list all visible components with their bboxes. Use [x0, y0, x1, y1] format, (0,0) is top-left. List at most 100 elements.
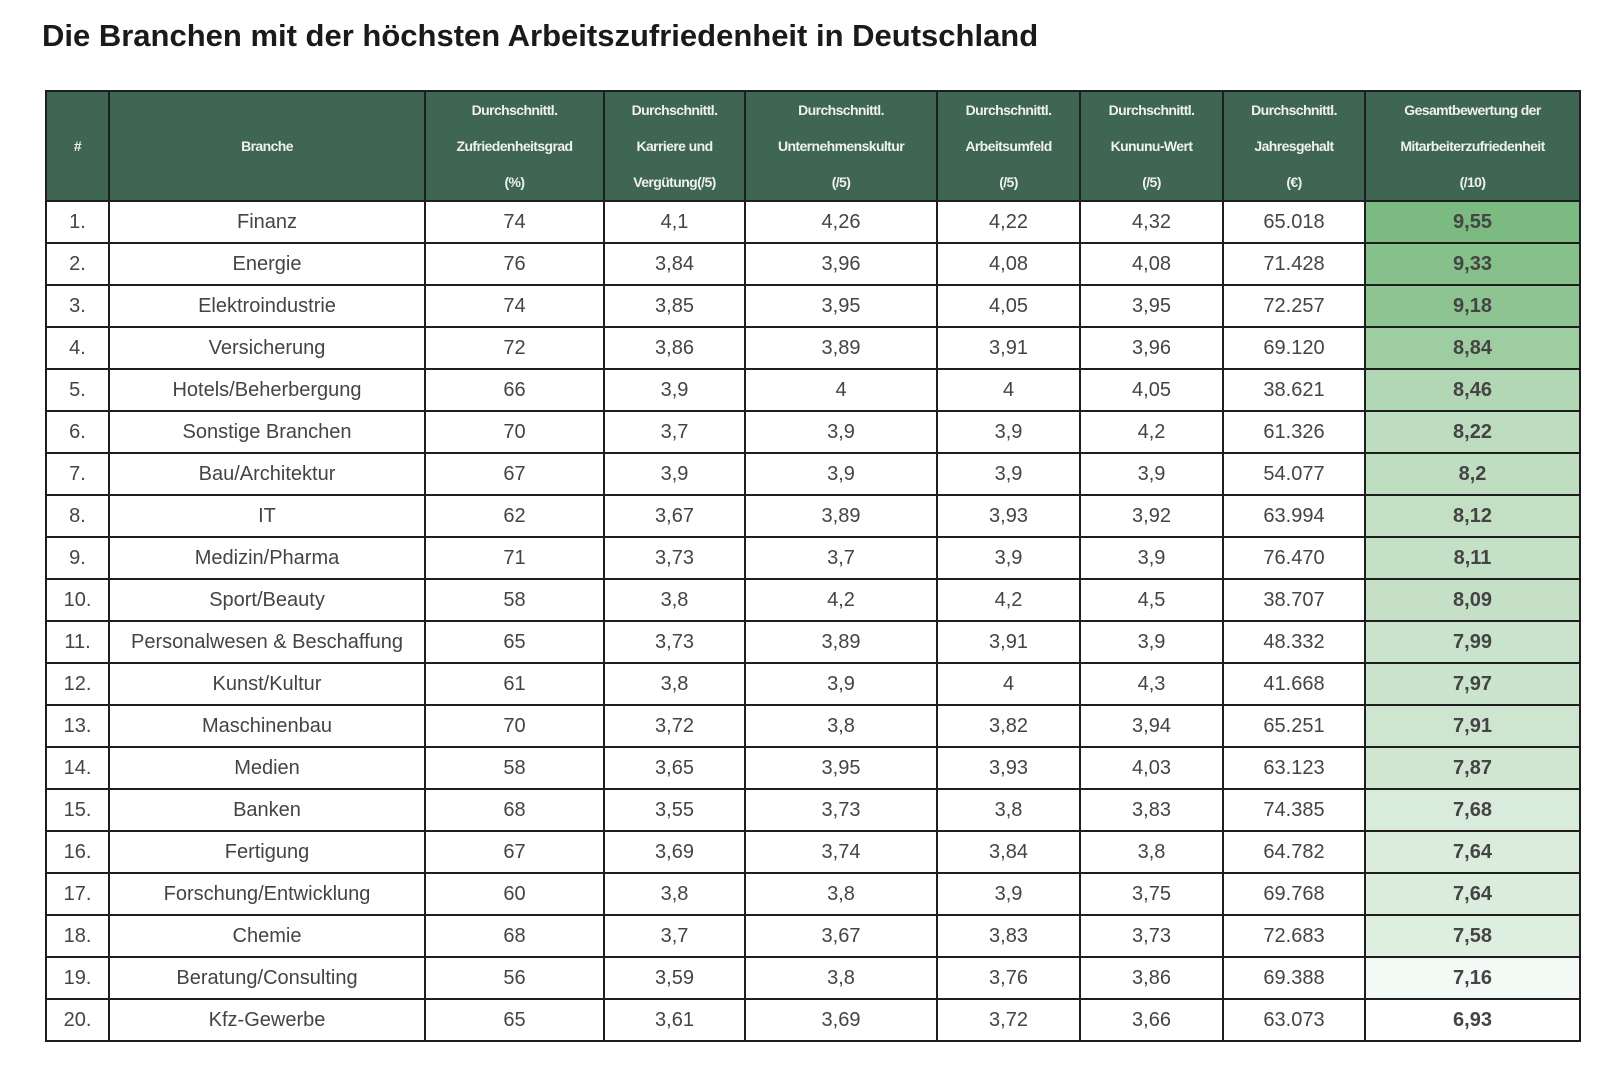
column-header-line: (/5) [999, 174, 1018, 190]
cell-gesamtbewertung: 8,11 [1364, 536, 1581, 580]
cell-zufriedenheitsgrad: 68 [424, 914, 605, 958]
cell-zufriedenheitsgrad: 62 [424, 494, 605, 538]
table-row: 9. Medizin/Pharma 71 3,73 3,7 3,9 3,9 76.470 8,1… [45, 536, 1581, 580]
cell-gesamtbewertung: 9,33 [1364, 242, 1581, 286]
cell-zufriedenheitsgrad: 68 [424, 788, 605, 832]
cell-unternehmenskultur: 3,74 [744, 830, 938, 874]
table-row: 11. Personalwesen & Beschaffung 65 3,73 3,89… [45, 620, 1581, 664]
column-header-line: # [73, 138, 82, 154]
cell-branche: Medien [108, 746, 426, 790]
cell-branche: Beratung/Consulting [108, 956, 426, 1000]
cell-gesamtbewertung: 7,64 [1364, 872, 1581, 916]
cell-jahresgehalt: 74.385 [1222, 788, 1366, 832]
cell-gesamtbewertung: 7,68 [1364, 788, 1581, 832]
column-header-zufriedenheitsgrad: Durchschnittl. Zufriedenheitsgrad (%) [424, 90, 605, 202]
cell-jahresgehalt: 72.257 [1222, 284, 1366, 328]
cell-karriere-verguetung: 3,9 [603, 452, 746, 496]
cell-kununu-wert: 3,94 [1079, 704, 1224, 748]
cell-arbeitsumfeld: 4,08 [936, 242, 1081, 286]
cell-jahresgehalt: 63.073 [1222, 998, 1366, 1042]
column-header-line: Branche [241, 138, 293, 154]
cell-arbeitsumfeld: 3,9 [936, 536, 1081, 580]
cell-zufriedenheitsgrad: 60 [424, 872, 605, 916]
cell-rank: 20. [45, 998, 110, 1042]
cell-karriere-verguetung: 3,85 [603, 284, 746, 328]
table-row: 6. Sonstige Branchen 70 3,7 3,9 3,9 4,2 61.326 8… [45, 410, 1581, 454]
cell-arbeitsumfeld: 3,9 [936, 872, 1081, 916]
column-header-arbeitsumfeld: Durchschnittl. Arbeitsumfeld (/5) [936, 90, 1081, 202]
cell-zufriedenheitsgrad: 70 [424, 704, 605, 748]
cell-gesamtbewertung: 7,97 [1364, 662, 1581, 706]
cell-kununu-wert: 3,9 [1079, 536, 1224, 580]
cell-arbeitsumfeld: 4,2 [936, 578, 1081, 622]
cell-gesamtbewertung: 8,22 [1364, 410, 1581, 454]
cell-rank: 19. [45, 956, 110, 1000]
column-header-line: Karriere und [636, 138, 713, 154]
table-row: 17. Forschung/Entwicklung 60 3,8 3,8 3,9 3,75 6… [45, 872, 1581, 916]
cell-karriere-verguetung: 4,1 [603, 200, 746, 244]
cell-karriere-verguetung: 3,86 [603, 326, 746, 370]
table-row: 14. Medien 58 3,65 3,95 3,93 4,03 63.123 7,87 [45, 746, 1581, 790]
cell-arbeitsumfeld: 3,9 [936, 452, 1081, 496]
cell-zufriedenheitsgrad: 58 [424, 746, 605, 790]
table-row: 5. Hotels/Beherbergung 66 3,9 4 4 4,05 38.621 8,… [45, 368, 1581, 412]
cell-kununu-wert: 3,73 [1079, 914, 1224, 958]
cell-arbeitsumfeld: 3,83 [936, 914, 1081, 958]
cell-rank: 18. [45, 914, 110, 958]
cell-kununu-wert: 4,05 [1079, 368, 1224, 412]
cell-rank: 5. [45, 368, 110, 412]
cell-unternehmenskultur: 4,2 [744, 578, 938, 622]
cell-rank: 7. [45, 452, 110, 496]
cell-zufriedenheitsgrad: 65 [424, 620, 605, 664]
table-row: 4. Versicherung 72 3,86 3,89 3,91 3,96 69.120 8,… [45, 326, 1581, 370]
cell-unternehmenskultur: 3,8 [744, 956, 938, 1000]
column-header-gesamtbewertung: Gesamtbewertung der Mitarbeiterzufriedenh… [1364, 90, 1581, 202]
table-row: 19. Beratung/Consulting 56 3,59 3,8 3,76 3,86 6… [45, 956, 1581, 1000]
column-header-line: Gesamtbewertung der [1404, 102, 1541, 118]
cell-zufriedenheitsgrad: 56 [424, 956, 605, 1000]
cell-branche: Energie [108, 242, 426, 286]
cell-karriere-verguetung: 3,73 [603, 620, 746, 664]
cell-branche: Forschung/Entwicklung [108, 872, 426, 916]
cell-rank: 6. [45, 410, 110, 454]
cell-unternehmenskultur: 4,26 [744, 200, 938, 244]
column-header-line: Unternehmenskultur [777, 138, 905, 154]
column-header-rank: # [45, 90, 110, 202]
cell-karriere-verguetung: 3,8 [603, 662, 746, 706]
cell-unternehmenskultur: 3,95 [744, 284, 938, 328]
table-row: 10. Sport/Beauty 58 3,8 4,2 4,2 4,5 38.707 8,09 [45, 578, 1581, 622]
cell-branche: Kunst/Kultur [108, 662, 426, 706]
cell-kununu-wert: 3,66 [1079, 998, 1224, 1042]
cell-zufriedenheitsgrad: 67 [424, 452, 605, 496]
cell-unternehmenskultur: 3,8 [744, 872, 938, 916]
cell-rank: 17. [45, 872, 110, 916]
cell-zufriedenheitsgrad: 58 [424, 578, 605, 622]
table-row: 15. Banken 68 3,55 3,73 3,8 3,83 74.385 7,68 [45, 788, 1581, 832]
table-row: 16. Fertigung 67 3,69 3,74 3,84 3,8 64.782 7,64 [45, 830, 1581, 874]
cell-kununu-wert: 4,5 [1079, 578, 1224, 622]
column-header-jahresgehalt: Durchschnittl. Jahresgehalt (€) [1222, 90, 1366, 202]
cell-karriere-verguetung: 3,55 [603, 788, 746, 832]
cell-jahresgehalt: 69.120 [1222, 326, 1366, 370]
cell-rank: 4. [45, 326, 110, 370]
cell-arbeitsumfeld: 4,22 [936, 200, 1081, 244]
cell-unternehmenskultur: 3,9 [744, 662, 938, 706]
table-row: 13. Maschinenbau 70 3,72 3,8 3,82 3,94 65.251 7,… [45, 704, 1581, 748]
cell-branche: Maschinenbau [108, 704, 426, 748]
column-header-line: Vergütung(/5) [633, 174, 716, 190]
cell-jahresgehalt: 64.782 [1222, 830, 1366, 874]
cell-karriere-verguetung: 3,73 [603, 536, 746, 580]
cell-gesamtbewertung: 7,58 [1364, 914, 1581, 958]
cell-unternehmenskultur: 3,89 [744, 620, 938, 664]
cell-zufriedenheitsgrad: 70 [424, 410, 605, 454]
cell-rank: 15. [45, 788, 110, 832]
cell-jahresgehalt: 48.332 [1222, 620, 1366, 664]
cell-arbeitsumfeld: 3,76 [936, 956, 1081, 1000]
cell-jahresgehalt: 41.668 [1222, 662, 1366, 706]
cell-rank: 3. [45, 284, 110, 328]
column-header-line: Jahresgehalt [1254, 138, 1334, 154]
cell-karriere-verguetung: 3,61 [603, 998, 746, 1042]
column-header-line: Kununu-Wert [1110, 138, 1193, 154]
cell-jahresgehalt: 76.470 [1222, 536, 1366, 580]
column-header-line: Arbeitsumfeld [965, 138, 1052, 154]
